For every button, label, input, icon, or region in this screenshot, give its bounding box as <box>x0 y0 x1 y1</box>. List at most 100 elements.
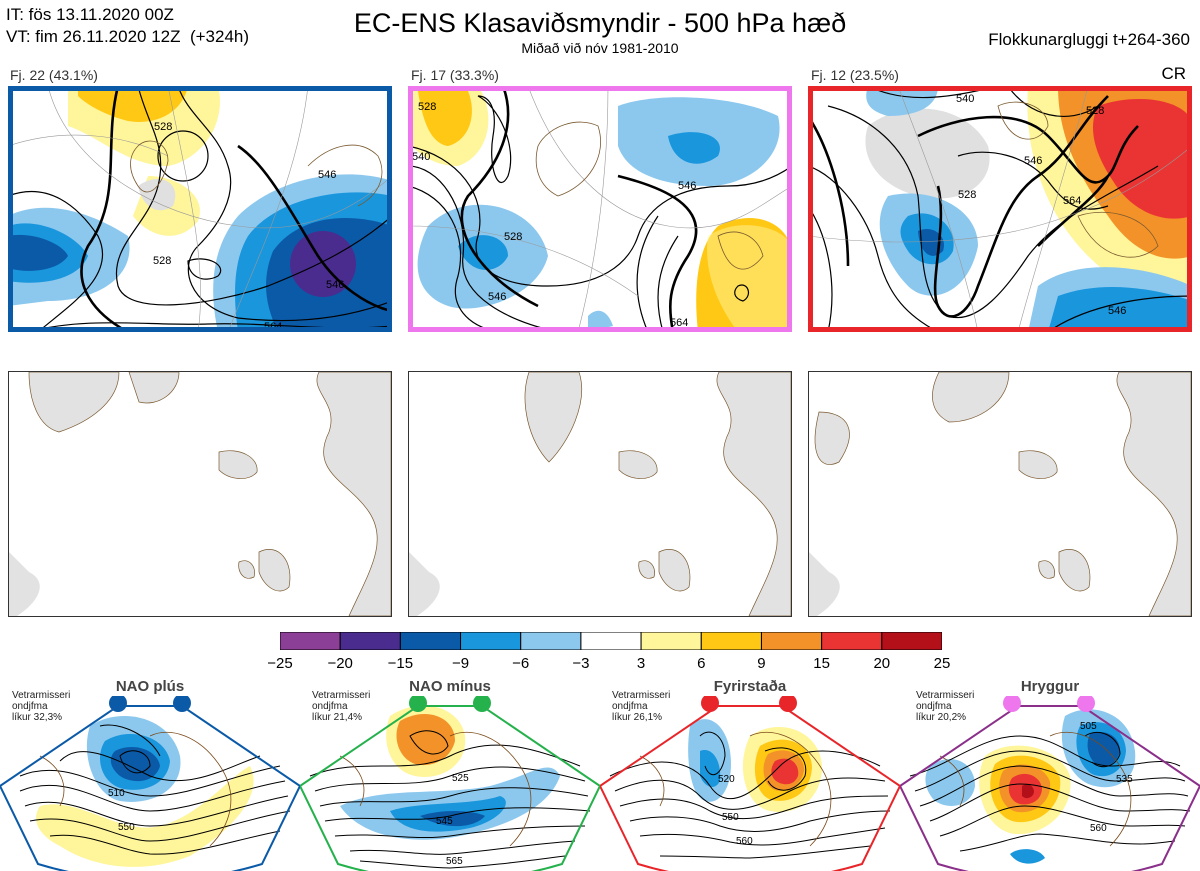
colorbar-tick-label: −9 <box>451 655 470 672</box>
colorbar-tick-label: 9 <box>757 655 766 672</box>
empty-map-1 <box>8 371 392 617</box>
regime-note-line: ondjfma <box>916 701 952 712</box>
contour-label: 546 <box>1108 305 1126 317</box>
regime-contour-label: 505 <box>1080 721 1097 732</box>
cluster-1-border <box>8 86 392 332</box>
regime-ridge: Vetrarmisseri ondjfma líkur 20,2% Hryggu… <box>900 678 1200 871</box>
regime-note-line: ondjfma <box>612 701 648 712</box>
colorbar-tick-label: −25 <box>267 655 293 672</box>
regime-contour-label: 560 <box>736 836 753 847</box>
classification-window: Flokkunargluggi t+264-360 <box>988 30 1190 49</box>
colorbar-tick-label: 20 <box>873 655 891 672</box>
colorbar-swatch <box>399 631 462 651</box>
colorbar-swatch <box>881 631 943 651</box>
contour-label: 564 <box>264 321 282 332</box>
colorbar-tick-label: 15 <box>813 655 830 672</box>
contour-label: 540 <box>412 151 430 163</box>
regime-contour-label: 550 <box>722 812 739 823</box>
colorbar-swatch <box>580 631 642 651</box>
colorbar-swatch <box>279 631 341 651</box>
regime-marker-dot <box>779 696 797 712</box>
regime-nao-plus: Vetrarmisseri ondjfma líkur 32,3% NAO pl… <box>0 678 300 871</box>
contour-label: 546 <box>326 279 344 291</box>
regime-contour-label: 510 <box>108 788 125 799</box>
contour-label: 546 <box>488 291 506 303</box>
colorbar <box>279 631 943 651</box>
colorbar-swatch <box>821 631 883 651</box>
contour-label: 528 <box>154 121 172 133</box>
regime-note-line: Vetrarmisseri <box>12 690 71 701</box>
regime-title: Fyrirstaða <box>713 678 787 695</box>
regime-marker-dot <box>409 696 427 712</box>
contour-label: 540 <box>956 93 974 105</box>
contour-label: 546 <box>318 169 336 181</box>
regime-note-line: líkur 32,3% <box>12 712 63 723</box>
colorbar-tick-label: −6 <box>512 655 530 672</box>
empty-map-3 <box>808 371 1192 617</box>
regime-title: NAO mínus <box>409 678 491 695</box>
colorbar-swatches <box>279 631 943 651</box>
valid-time: VT: fim 26.11.2020 12Z (+324h) <box>6 27 250 46</box>
regime-marker-dot <box>473 696 491 712</box>
cluster-3-border <box>808 86 1192 332</box>
regime-blocking: Vetrarmisseri ondjfma líkur 26,1% Fyrirs… <box>600 678 900 871</box>
regime-title: Hryggur <box>1020 678 1080 695</box>
regime-note-line: Vetrarmisseri <box>312 690 371 701</box>
colorbar-tick-label: 6 <box>697 655 706 672</box>
colorbar-ticks: −25 −20 −15 −9 −6 −3 3 6 9 15 20 25 <box>267 655 950 675</box>
cluster-map-1: 528 528 546 546 564 <box>8 86 392 332</box>
regime-contour-label: 535 <box>1116 774 1133 785</box>
regime-contour-label: 525 <box>452 773 469 784</box>
regime-contour-label: 545 <box>436 816 453 827</box>
regime-note-line: ondjfma <box>12 701 48 712</box>
regime-nao-minus: Vetrarmisseri ondjfma líkur 21,4% NAO mí… <box>300 678 600 871</box>
contour-label: 528 <box>153 255 171 267</box>
colorbar-tick-label: −3 <box>572 655 590 672</box>
regime-note-line: Vetrarmisseri <box>916 690 975 701</box>
colorbar-swatch <box>520 631 582 651</box>
regime-note: Vetrarmisseri ondjfma líkur 20,2% <box>916 690 974 723</box>
regime-contour-label: 560 <box>1090 823 1107 834</box>
cluster-2-border <box>408 86 792 332</box>
contour-label: 546 <box>1024 155 1042 167</box>
regime-title: NAO plús <box>115 678 185 695</box>
regime-note-line: ondjfma <box>312 701 348 712</box>
cluster-map-3: 540 528 546 528 564 546 <box>808 86 1192 332</box>
contour-label: 528 <box>958 189 976 201</box>
cr-label: CR <box>1161 64 1186 83</box>
colorbar-swatch <box>760 631 823 651</box>
page-title: EC-ENS Klasaviðsmyndir - 500 hPa hæð <box>353 8 847 38</box>
regime-note-line: líkur 26,1% <box>612 712 663 723</box>
page-subtitle: Miðað við nóv 1981-2010 <box>521 40 679 56</box>
contour-label: 528 <box>1086 105 1104 117</box>
regime-note-line: Vetrarmisseri <box>612 690 671 701</box>
contour-label: 546 <box>678 180 696 192</box>
regime-contour-label: 565 <box>446 856 463 867</box>
colorbar-tick-label: 3 <box>636 655 646 672</box>
colorbar-tick-label: −20 <box>327 655 353 672</box>
colorbar-swatch <box>339 631 401 651</box>
contour-label: 528 <box>418 101 436 113</box>
cluster-1-label: Fj. 22 (43.1%) <box>10 67 98 83</box>
contour-label: 564 <box>670 317 688 329</box>
colorbar-swatch <box>700 631 762 651</box>
colorbar-tick-label: −15 <box>387 655 414 672</box>
cluster-3-label: Fj. 12 (23.5%) <box>811 67 899 83</box>
regime-marker-dot <box>701 696 719 712</box>
regime-marker-dot <box>1003 696 1021 712</box>
regime-marker-dot <box>173 696 191 712</box>
colorbar-swatch <box>460 631 522 651</box>
regime-note: Vetrarmisseri ondjfma líkur 26,1% <box>612 690 670 723</box>
regime-note-line: líkur 20,2% <box>916 712 967 723</box>
regime-marker-dot <box>109 696 127 712</box>
contour-label: 564 <box>1063 195 1081 207</box>
regime-note: Vetrarmisseri ondjfma líkur 32,3% <box>12 690 70 723</box>
cluster-map-2: 528 540 546 546 528 564 <box>408 86 792 332</box>
regime-note-line: líkur 21,4% <box>312 712 363 723</box>
header-info: IT: fös 13.11.2020 00Z VT: fim 26.11.202… <box>6 4 249 48</box>
colorbar-tick-label: 25 <box>933 655 951 672</box>
cluster-2-label: Fj. 17 (33.3%) <box>411 67 499 83</box>
init-time: IT: fös 13.11.2020 00Z <box>6 5 174 24</box>
regime-contour-label: 520 <box>718 774 735 785</box>
contour-label: 528 <box>504 231 522 243</box>
